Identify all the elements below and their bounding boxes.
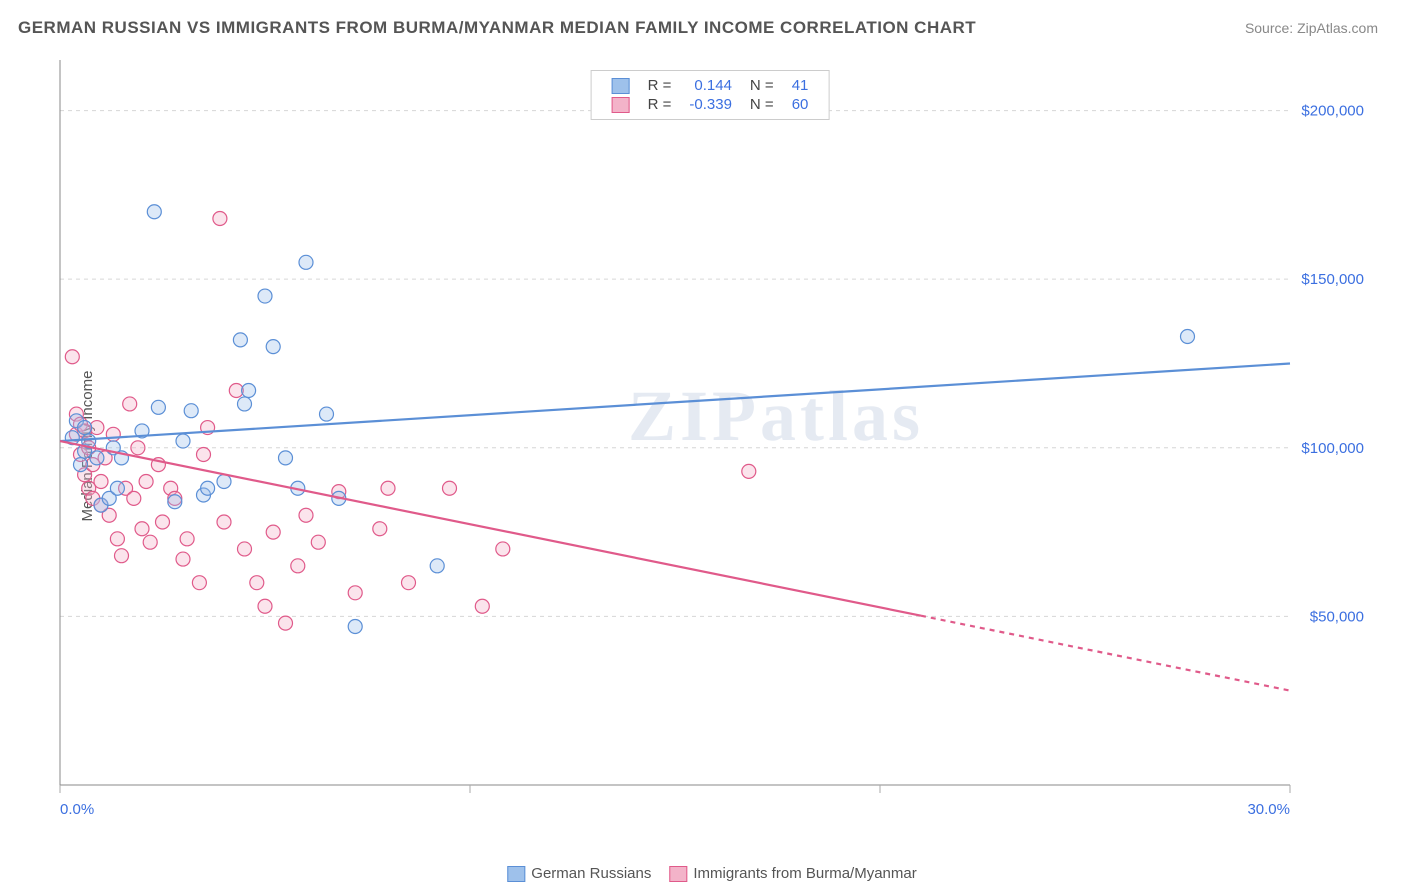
legend-n-value: 41: [784, 77, 817, 94]
scatter-point: [311, 535, 325, 549]
scatter-point: [742, 464, 756, 478]
scatter-point: [176, 552, 190, 566]
scatter-point: [123, 397, 137, 411]
scatter-point: [176, 434, 190, 448]
legend-series-label: German Russians: [531, 865, 651, 882]
scatter-point: [217, 475, 231, 489]
legend-n-value: 60: [784, 96, 817, 113]
scatter-point: [381, 481, 395, 495]
scatter-point: [238, 397, 252, 411]
legend-n-label: N =: [742, 96, 782, 113]
svg-text:30.0%: 30.0%: [1247, 801, 1290, 818]
scatter-point: [279, 616, 293, 630]
legend-n-label: N =: [742, 77, 782, 94]
scatter-point: [168, 495, 182, 509]
scatter-point: [143, 535, 157, 549]
scatter-point: [299, 255, 313, 269]
legend-r-value: -0.339: [681, 96, 740, 113]
scatter-point: [192, 576, 206, 590]
scatter-point: [496, 542, 510, 556]
scatter-point: [1181, 330, 1195, 344]
scatter-point: [348, 620, 362, 634]
scatter-point: [156, 515, 170, 529]
scatter-point: [320, 407, 334, 421]
legend-swatch: [507, 866, 525, 882]
scatter-point: [184, 404, 198, 418]
trend-line-extrapolated: [921, 616, 1290, 691]
scatter-point: [258, 289, 272, 303]
scatter-point: [147, 205, 161, 219]
svg-text:$200,000: $200,000: [1301, 103, 1364, 120]
scatter-point: [266, 525, 280, 539]
scatter-point: [131, 441, 145, 455]
series-legend: German Russians Immigrants from Burma/Mya…: [489, 865, 916, 882]
scatter-point: [106, 427, 120, 441]
chart-container: GERMAN RUSSIAN VS IMMIGRANTS FROM BURMA/…: [0, 0, 1406, 892]
scatter-point: [110, 481, 124, 495]
scatter-plot-svg: $50,000 $100,000 $150,000 $200,000 0.0% 30.0%…: [50, 60, 1370, 820]
svg-text:$150,000: $150,000: [1301, 271, 1364, 288]
scatter-point: [65, 350, 79, 364]
legend-r-label: R =: [640, 77, 680, 94]
scatter-point: [238, 542, 252, 556]
scatter-point: [201, 481, 215, 495]
scatter-point: [258, 599, 272, 613]
scatter-point: [430, 559, 444, 573]
scatter-point: [402, 576, 416, 590]
scatter-point: [135, 522, 149, 536]
trend-line: [60, 441, 921, 616]
scatter-point: [94, 475, 108, 489]
legend-r-label: R =: [640, 96, 680, 113]
scatter-point: [90, 451, 104, 465]
scatter-point: [299, 508, 313, 522]
scatter-point: [180, 532, 194, 546]
scatter-point: [291, 559, 305, 573]
svg-text:$50,000: $50,000: [1310, 608, 1364, 625]
scatter-point: [197, 448, 211, 462]
source-label: Source: ZipAtlas.com: [1245, 20, 1378, 36]
scatter-point: [139, 475, 153, 489]
svg-text:0.0%: 0.0%: [60, 801, 94, 818]
svg-text:$100,000: $100,000: [1301, 440, 1364, 457]
svg-text:ZIPatlas: ZIPatlas: [628, 376, 924, 456]
scatter-point: [348, 586, 362, 600]
legend-swatch: [669, 866, 687, 882]
scatter-point: [373, 522, 387, 536]
chart-title: GERMAN RUSSIAN VS IMMIGRANTS FROM BURMA/…: [18, 18, 976, 38]
plot-area: $50,000 $100,000 $150,000 $200,000 0.0% 30.0%…: [50, 60, 1370, 820]
scatter-point: [151, 400, 165, 414]
scatter-point: [242, 383, 256, 397]
scatter-point: [250, 576, 264, 590]
scatter-point: [78, 421, 92, 435]
scatter-point: [115, 549, 129, 563]
scatter-point: [74, 458, 88, 472]
scatter-point: [217, 515, 231, 529]
correlation-legend: R =0.144N =41 R =-0.339N =60: [591, 70, 830, 120]
scatter-point: [110, 532, 124, 546]
legend-swatch: [612, 78, 630, 94]
legend-r-value: 0.144: [681, 77, 740, 94]
scatter-point: [443, 481, 457, 495]
scatter-point: [233, 333, 247, 347]
legend-series-label: Immigrants from Burma/Myanmar: [693, 865, 916, 882]
scatter-point: [475, 599, 489, 613]
scatter-point: [266, 340, 280, 354]
scatter-point: [127, 491, 141, 505]
legend-swatch: [612, 97, 630, 113]
scatter-point: [279, 451, 293, 465]
scatter-point: [213, 211, 227, 225]
